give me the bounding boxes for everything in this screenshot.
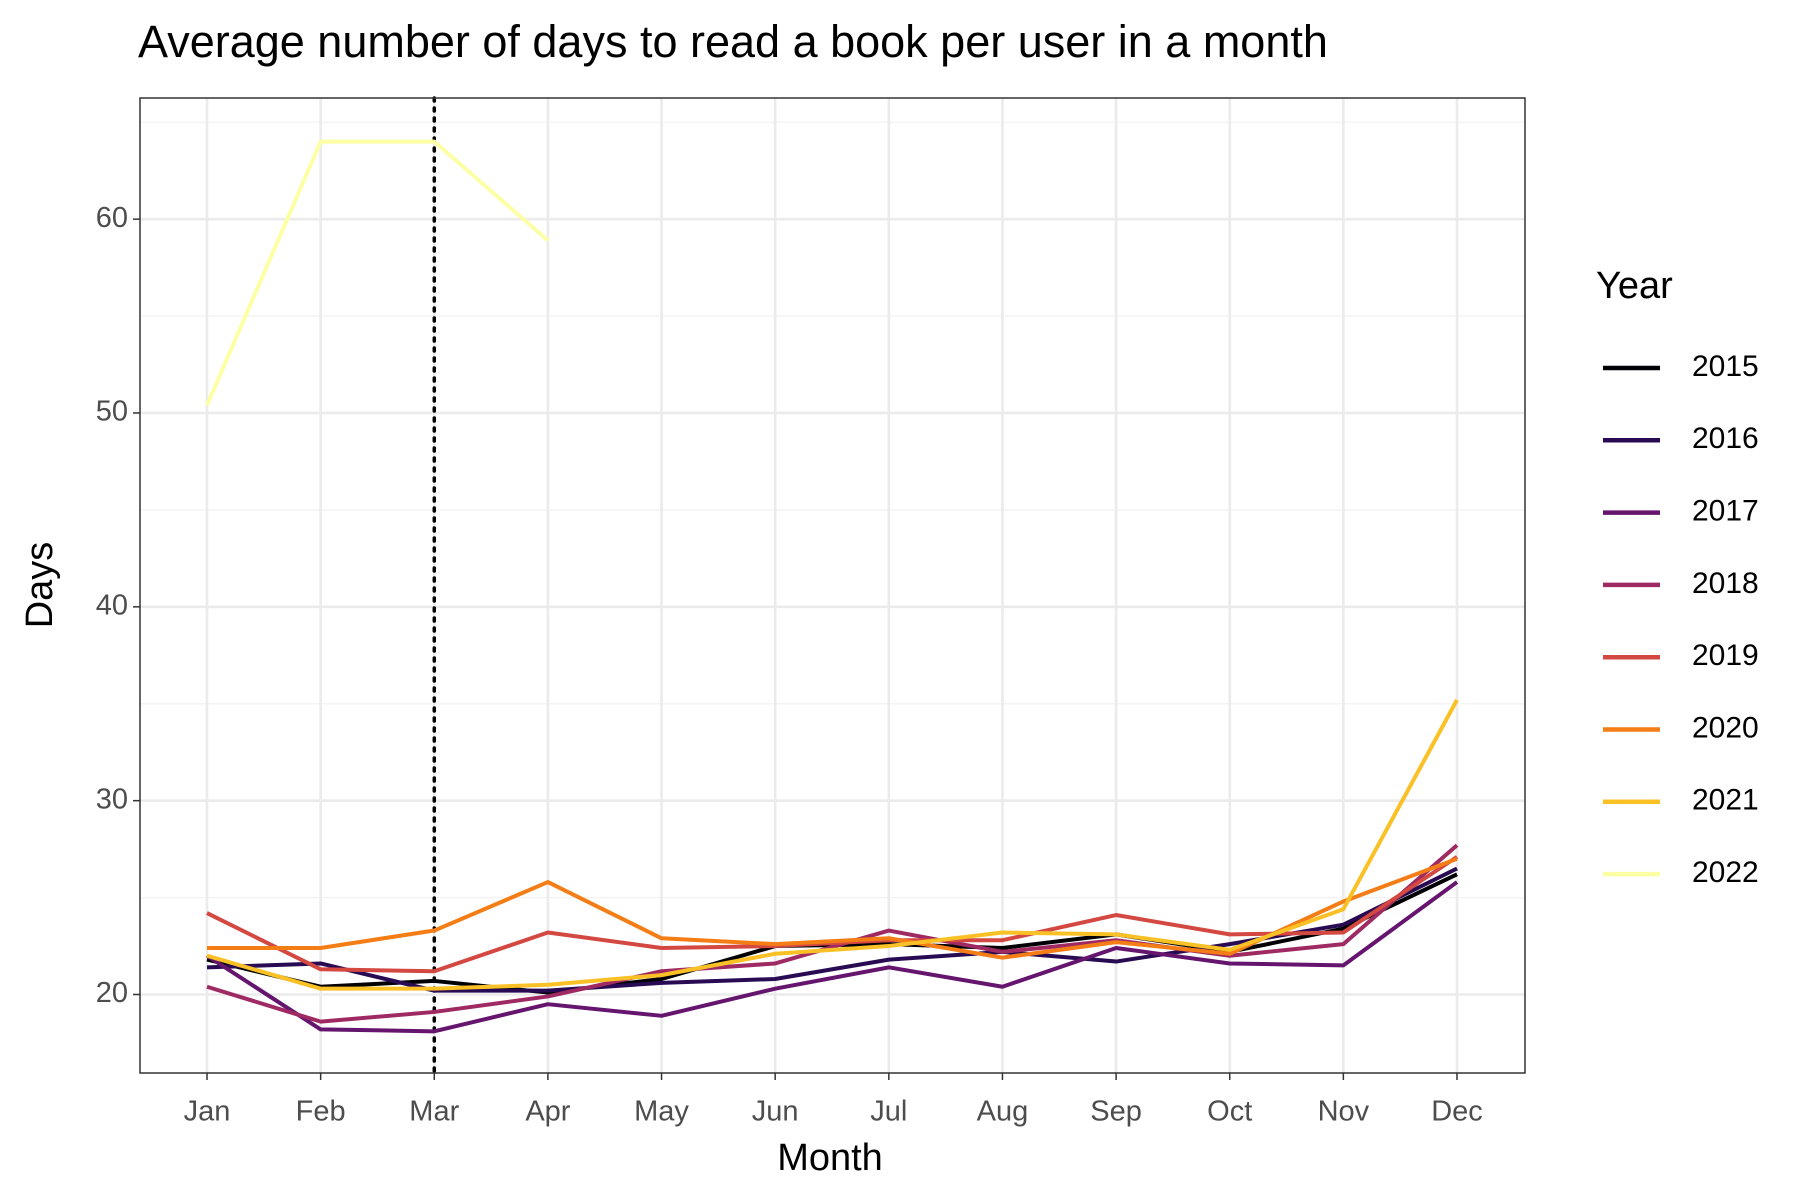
plot-border <box>139 97 1526 1074</box>
x-tick-label: Feb <box>296 1096 346 1128</box>
legend-label: 2016 <box>1692 422 1759 455</box>
y-tick-label: 40 <box>96 589 128 621</box>
legend-label: 2015 <box>1692 350 1759 383</box>
legend-label: 2018 <box>1692 567 1759 600</box>
series-line <box>206 698 1459 991</box>
x-axis-title: Month <box>777 1137 883 1179</box>
series-line <box>206 843 1459 1024</box>
x-tick-label: Jan <box>184 1096 231 1128</box>
y-tick-label: 60 <box>96 202 128 234</box>
y-tick-label: 30 <box>96 783 128 815</box>
legend-label: 2017 <box>1692 495 1759 528</box>
series-line <box>205 139 550 407</box>
legend-label: 2019 <box>1692 639 1759 672</box>
chart-title: Average number of days to read a book pe… <box>138 16 1328 67</box>
x-tick-label: May <box>634 1096 689 1128</box>
legend-label: 2022 <box>1692 856 1759 889</box>
series-line <box>206 866 1458 993</box>
x-tick-label: Oct <box>1207 1096 1252 1128</box>
x-tick-label: Sep <box>1090 1096 1142 1128</box>
x-tick-label: Apr <box>525 1096 570 1128</box>
legend-label: 2020 <box>1692 711 1759 744</box>
y-axis-title: Days <box>19 542 61 629</box>
legend-label: 2021 <box>1692 784 1759 817</box>
y-tick-label: 20 <box>96 977 128 1009</box>
x-tick-label: Jun <box>752 1096 799 1128</box>
series-line <box>205 880 1459 1034</box>
plot-background <box>140 98 1525 1073</box>
x-tick-label: Aug <box>977 1096 1029 1128</box>
legend-title: Year <box>1596 265 1673 307</box>
y-tick-label: 50 <box>96 396 128 428</box>
x-tick-label: Dec <box>1431 1096 1483 1128</box>
x-tick-label: Nov <box>1318 1096 1370 1128</box>
x-tick-label: Jul <box>870 1096 907 1128</box>
x-tick-label: Mar <box>409 1096 459 1128</box>
